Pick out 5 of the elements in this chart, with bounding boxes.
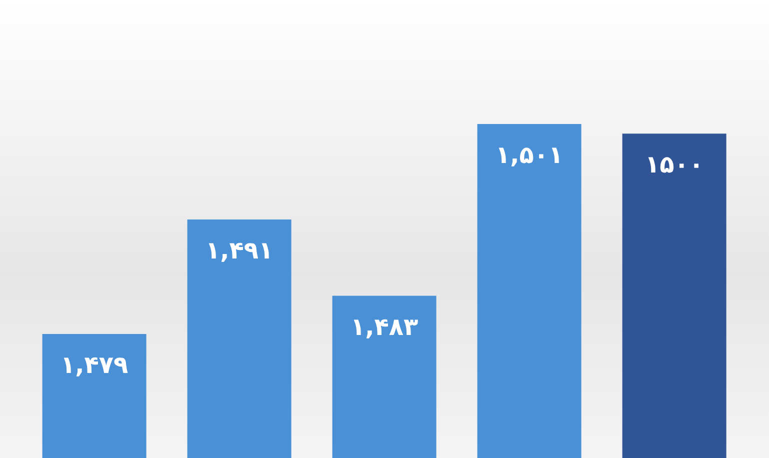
data-label: ۱۵۰۰ [645, 150, 704, 179]
data-label: ۱,۴۹۱ [205, 236, 274, 264]
data-label: ۱,۴۷۹ [60, 351, 129, 379]
data-label: ۱,۵۰۱ [495, 141, 564, 170]
data-label: ۱,۴۸۳ [350, 312, 419, 341]
